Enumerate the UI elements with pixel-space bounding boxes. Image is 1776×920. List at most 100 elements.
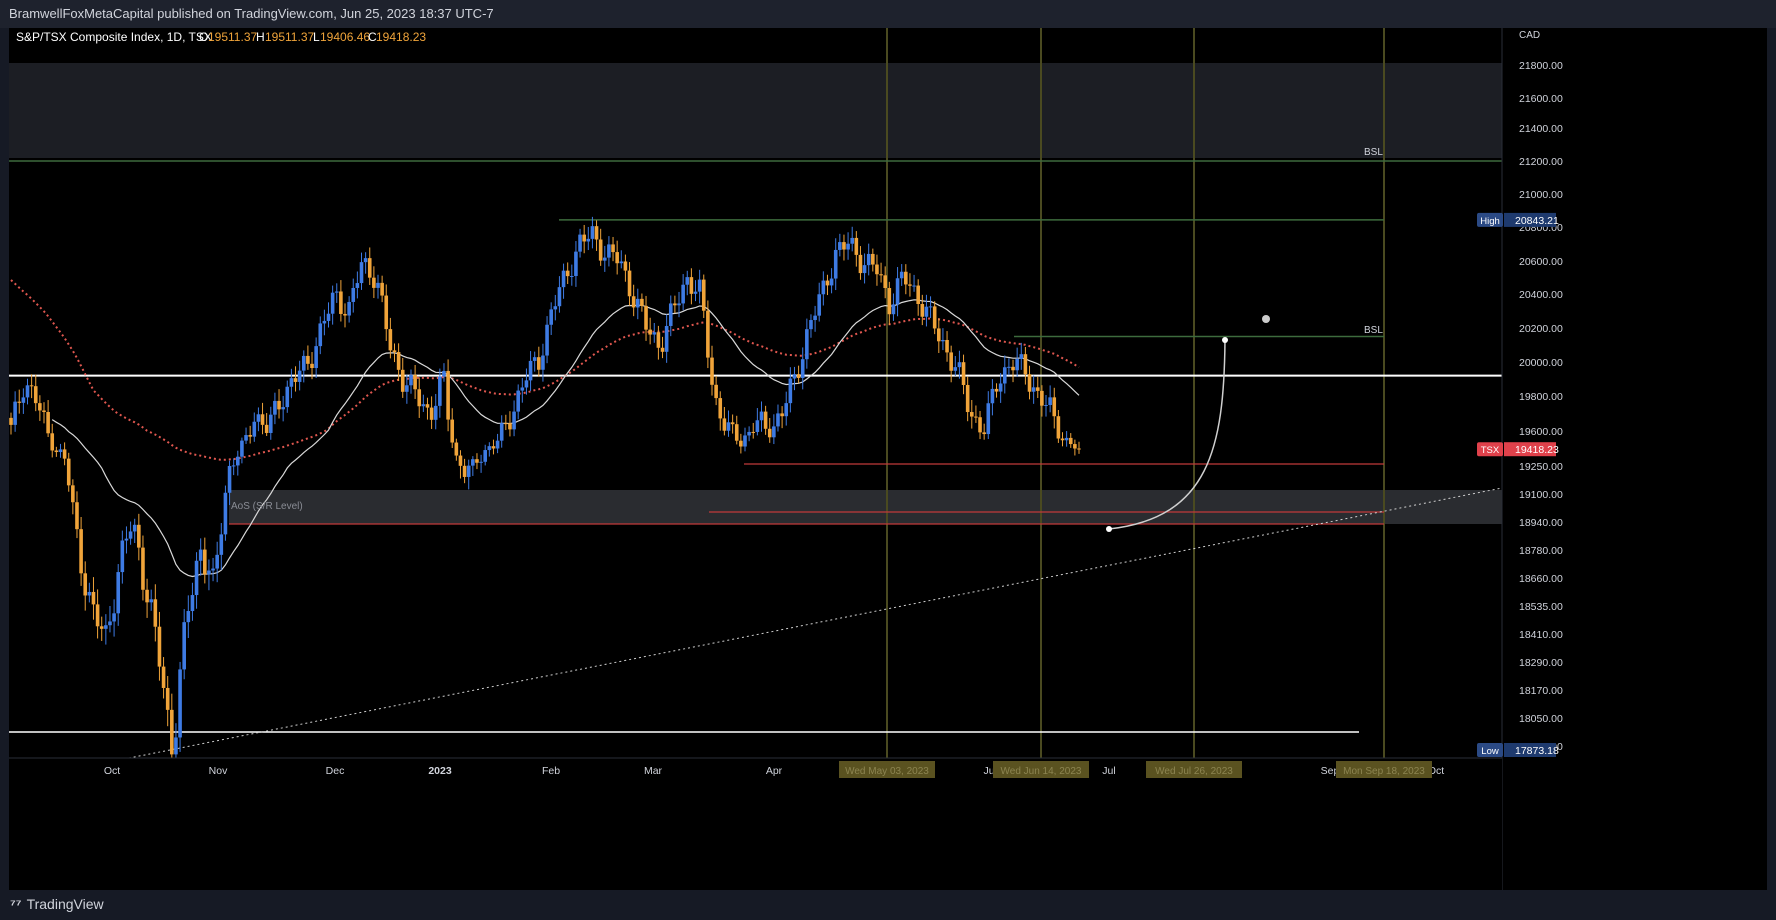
candle-body bbox=[586, 238, 591, 242]
candle-body bbox=[66, 458, 71, 486]
candle-body bbox=[557, 287, 562, 307]
candle-body bbox=[1064, 437, 1069, 441]
candle-body bbox=[969, 412, 974, 417]
candle-body bbox=[264, 424, 269, 433]
candle-body bbox=[471, 459, 475, 466]
candle-body bbox=[479, 461, 483, 463]
tradingview-logo[interactable]: ⁷⁷ TradingView bbox=[10, 896, 104, 912]
candle-body bbox=[883, 275, 887, 289]
candle-body bbox=[747, 431, 751, 436]
candle-body bbox=[429, 407, 434, 420]
price-tick-label: 20200.00 bbox=[1519, 323, 1563, 335]
time-tick-label: Dec bbox=[326, 765, 345, 777]
candle-body bbox=[1056, 416, 1061, 439]
candle-body bbox=[582, 234, 586, 242]
candle-body bbox=[392, 350, 397, 353]
candle-body bbox=[598, 239, 603, 261]
candle-body bbox=[520, 387, 525, 391]
candle-body bbox=[730, 422, 735, 425]
price-badge-label: Low bbox=[1481, 746, 1499, 757]
candle-body bbox=[359, 262, 364, 284]
candle-body bbox=[277, 400, 281, 410]
candle-body bbox=[965, 384, 970, 413]
time-tick-label: Mar bbox=[644, 765, 663, 777]
candle-body bbox=[347, 301, 351, 316]
candle-body bbox=[504, 423, 508, 425]
level-lines bbox=[9, 160, 1502, 733]
projection-curve[interactable] bbox=[1108, 339, 1226, 530]
candle-body bbox=[454, 442, 459, 456]
trendline[interactable] bbox=[113, 487, 1503, 762]
candle-body bbox=[578, 234, 582, 252]
candle-body bbox=[994, 388, 999, 392]
candle-body bbox=[289, 378, 294, 387]
candle-body bbox=[990, 388, 995, 404]
candle-body bbox=[17, 401, 22, 403]
candle-body bbox=[388, 329, 393, 351]
time-axis[interactable]: OctNovDec2023FebMarAprMayJunJulAugSepOct… bbox=[104, 761, 1444, 778]
candle-body bbox=[25, 385, 30, 398]
candle-body bbox=[701, 279, 706, 311]
candle-body bbox=[21, 397, 26, 403]
candle-body bbox=[252, 421, 257, 437]
candle-body bbox=[743, 435, 747, 447]
candle-body bbox=[1077, 448, 1081, 450]
candle-body bbox=[198, 549, 203, 561]
time-tick-label: Feb bbox=[542, 765, 560, 777]
legend-h-label: H bbox=[256, 30, 265, 44]
legend-l-label: L bbox=[313, 30, 320, 44]
sma-line bbox=[51, 299, 1080, 578]
candle-body bbox=[256, 414, 261, 422]
candle-body bbox=[866, 253, 871, 266]
candle-body bbox=[1035, 387, 1040, 391]
candle-body bbox=[240, 440, 244, 457]
aos-label: AoS (S/R Level) bbox=[231, 501, 303, 512]
candle-body bbox=[207, 570, 211, 575]
candle-body bbox=[116, 572, 121, 614]
candle-body bbox=[677, 303, 681, 306]
publisher-bar: BramwellFoxMetaCapital published on Trad… bbox=[0, 0, 1776, 28]
candle-body bbox=[726, 422, 731, 431]
candle-body bbox=[343, 313, 347, 316]
candle-body bbox=[318, 323, 323, 347]
candle-body bbox=[767, 428, 772, 438]
candle-body bbox=[664, 325, 669, 352]
candle-body bbox=[306, 355, 310, 364]
price-badge-bg bbox=[1504, 442, 1556, 457]
candle-body bbox=[466, 465, 471, 477]
candle-body bbox=[405, 385, 409, 392]
candle-body bbox=[29, 385, 34, 387]
candle-body bbox=[813, 315, 817, 321]
candle-body bbox=[652, 332, 657, 335]
candle-body bbox=[594, 226, 599, 240]
clock-icon[interactable] bbox=[1262, 315, 1270, 323]
candle-body bbox=[825, 280, 830, 286]
candle-body bbox=[170, 709, 174, 755]
candle-body bbox=[227, 465, 232, 493]
time-tick-label: Jul bbox=[1102, 765, 1115, 777]
candle-body bbox=[285, 386, 290, 408]
price-tick-label: 18535.00 bbox=[1519, 601, 1563, 613]
price-chart[interactable]: BSL BSL AoS (S/R Level) S&P/TSX Composit… bbox=[9, 28, 1767, 890]
price-tick-label: 20400.00 bbox=[1519, 289, 1563, 301]
candle-body bbox=[91, 591, 96, 605]
legend-c-value: 19418.23 bbox=[376, 30, 426, 44]
candle-body bbox=[920, 303, 925, 317]
candle-body bbox=[1052, 397, 1057, 417]
candle-body bbox=[87, 591, 92, 596]
candle-body bbox=[635, 298, 640, 308]
time-axis-bg bbox=[9, 758, 1502, 890]
candle-body bbox=[219, 534, 224, 555]
candle-body bbox=[244, 435, 248, 441]
projection-end-dot bbox=[1222, 337, 1228, 343]
legend-symbol: S&P/TSX Composite Index, 1D, TSX bbox=[16, 30, 212, 44]
chart-area[interactable]: BSL BSL AoS (S/R Level) S&P/TSX Composit… bbox=[9, 28, 1767, 890]
candle-body bbox=[153, 599, 158, 627]
candle-body bbox=[800, 359, 805, 378]
candle-body bbox=[549, 309, 553, 325]
upper-zone bbox=[9, 63, 1502, 158]
candle-body bbox=[108, 621, 112, 626]
price-tick-label: 21600.00 bbox=[1519, 93, 1563, 105]
currency-label: CAD bbox=[1519, 30, 1540, 41]
candle-body bbox=[400, 369, 405, 392]
